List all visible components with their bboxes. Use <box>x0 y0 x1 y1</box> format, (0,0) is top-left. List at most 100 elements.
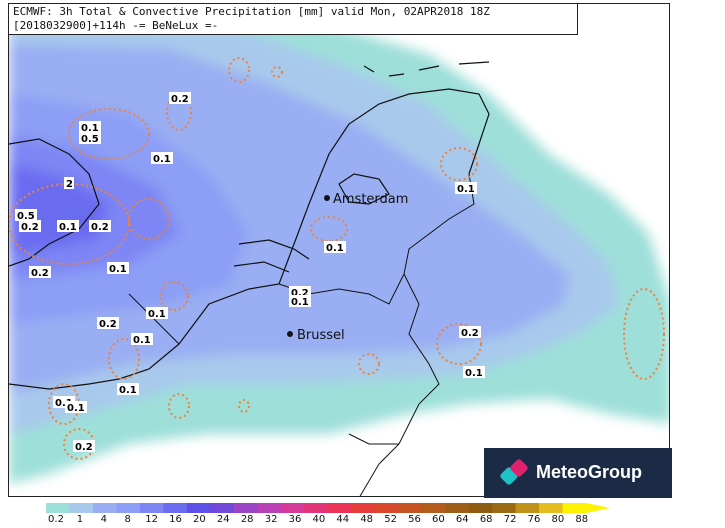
value-label: 0.2 <box>461 328 479 339</box>
legend-swatch <box>539 503 564 513</box>
legend-swatch <box>492 503 517 513</box>
legend-tick-label: 12 <box>145 514 158 525</box>
coastlines <box>9 61 490 390</box>
value-label: 0.2 <box>99 319 117 330</box>
value-label-bg <box>169 92 191 104</box>
legend-swatch <box>116 503 141 513</box>
header-title: ECMWF: 3h Total & Convective Precipitati… <box>13 5 490 18</box>
value-label: 0.1 <box>55 398 73 409</box>
value-label-bg <box>65 401 87 413</box>
value-label-bg <box>289 295 311 307</box>
legend-swatch <box>69 503 94 513</box>
legend-swatch <box>515 503 540 513</box>
legend-tick-label: 48 <box>360 514 374 525</box>
legend-tick-label: 72 <box>503 514 517 525</box>
value-label: 2 <box>66 179 73 190</box>
value-label: 0.5 <box>17 211 35 222</box>
legend-swatch <box>421 503 446 513</box>
legend-swatch <box>163 503 188 513</box>
legend-tick-label: 16 <box>169 514 182 525</box>
legend-swatch <box>562 503 587 513</box>
value-label: 0.1 <box>109 264 127 275</box>
brussel-marker <box>287 331 293 337</box>
value-label-bg <box>89 220 111 232</box>
legend-swatch <box>233 503 258 513</box>
value-label: 0.1 <box>326 243 344 254</box>
legend-tick-label: 8 <box>124 514 131 525</box>
value-label: 0.1 <box>67 403 85 414</box>
legend-swatch <box>257 503 282 513</box>
value-label: 0.1 <box>119 385 137 396</box>
amsterdam-marker <box>324 195 330 201</box>
precipitation-map: Amsterdam Brussel 0.2 0.1 0.5 0.1 2 0.5 0.2 0.1… <box>8 3 670 497</box>
value-label-bg <box>463 366 485 378</box>
value-label-bg <box>131 333 153 345</box>
value-label: 0.1 <box>291 297 309 308</box>
legend-swatch <box>304 503 329 513</box>
value-label: 0.2 <box>31 268 49 279</box>
legend-tick-label: 20 <box>193 514 206 525</box>
legend-arrow <box>586 503 610 513</box>
legend-swatch <box>210 503 235 513</box>
legend-tick-label: 52 <box>384 514 397 525</box>
legend-tick-label: 64 <box>455 514 469 525</box>
legend-colorbar <box>46 503 610 513</box>
value-label-bg <box>107 262 129 274</box>
value-label: 0.1 <box>81 123 99 134</box>
legend-tick-label: 36 <box>288 514 302 525</box>
header-subtitle: [2018032900]+114h -= BeNeLux =- <box>13 19 219 32</box>
legend-labels: 0.2 1 4 8 12 16 20 24 28 32 36 40 44 48 52 56 60 64 68 72 76… <box>46 514 616 526</box>
value-label: 0.2 <box>75 442 93 453</box>
value-label-bg <box>146 307 168 319</box>
legend-swatch <box>445 503 470 513</box>
value-label: 0.1 <box>465 368 483 379</box>
value-label-bg <box>117 383 139 395</box>
value-label-bg <box>29 266 51 278</box>
legend-swatch <box>351 503 376 513</box>
meteogroup-logo-icon <box>500 459 528 485</box>
legend-tick-label: 68 <box>479 514 493 525</box>
value-labels: 0.20.10.50.120.50.2 0.1 0.20.10.2 0.10.10.2… <box>15 92 485 453</box>
value-label: 0.1 <box>457 184 475 195</box>
value-label-bg <box>97 317 119 329</box>
city-label-amsterdam: Amsterdam <box>333 192 408 207</box>
legend-swatch <box>280 503 305 513</box>
value-label: 0.2 <box>171 94 189 105</box>
meteogroup-logo: MeteoGroup <box>484 448 672 498</box>
logo-text: MeteoGroup <box>536 462 642 482</box>
value-label-bg <box>151 152 173 164</box>
city-markers: Amsterdam Brussel <box>287 192 408 343</box>
legend-tick-label: 0.2 <box>48 514 64 525</box>
legend-swatch <box>139 503 164 513</box>
legend-tick-label: 32 <box>264 514 278 525</box>
legend-tick-label: 1 <box>76 514 84 525</box>
value-label: 0.1 <box>133 335 151 346</box>
value-label: 0.1 <box>148 309 166 320</box>
legend-tick-label: 76 <box>527 514 541 525</box>
map-canvas: Amsterdam Brussel 0.20.10.50.120.50.2 0.1… <box>9 19 669 496</box>
value-label: 0.1 <box>153 154 171 165</box>
value-label: 0.2 <box>91 222 109 233</box>
value-label-bg <box>459 326 481 338</box>
value-label: 0.1 <box>59 222 77 233</box>
value-label-bg <box>57 220 79 232</box>
value-label: 0.2 <box>291 288 309 299</box>
legend-swatch <box>186 503 211 513</box>
value-label-bg <box>79 121 101 133</box>
legend-tick-label: 40 <box>312 514 326 525</box>
value-label: 0.5 <box>81 134 99 145</box>
city-label-brussel: Brussel <box>297 328 345 343</box>
legend-swatch <box>46 503 70 513</box>
value-label-bg <box>64 177 74 189</box>
legend-swatch <box>398 503 423 513</box>
legend-tick-label: 80 <box>551 514 565 525</box>
value-label-bg <box>19 220 41 232</box>
legend-tick-label: 24 <box>216 514 230 525</box>
legend-tick-label: 56 <box>408 514 421 525</box>
value-label-bg <box>455 182 477 194</box>
legend-tick-label: 60 <box>432 514 445 525</box>
legend-swatch <box>468 503 493 513</box>
legend-tick-label: 44 <box>336 514 350 525</box>
value-label-bg <box>15 209 37 221</box>
value-label-bg <box>324 241 346 253</box>
